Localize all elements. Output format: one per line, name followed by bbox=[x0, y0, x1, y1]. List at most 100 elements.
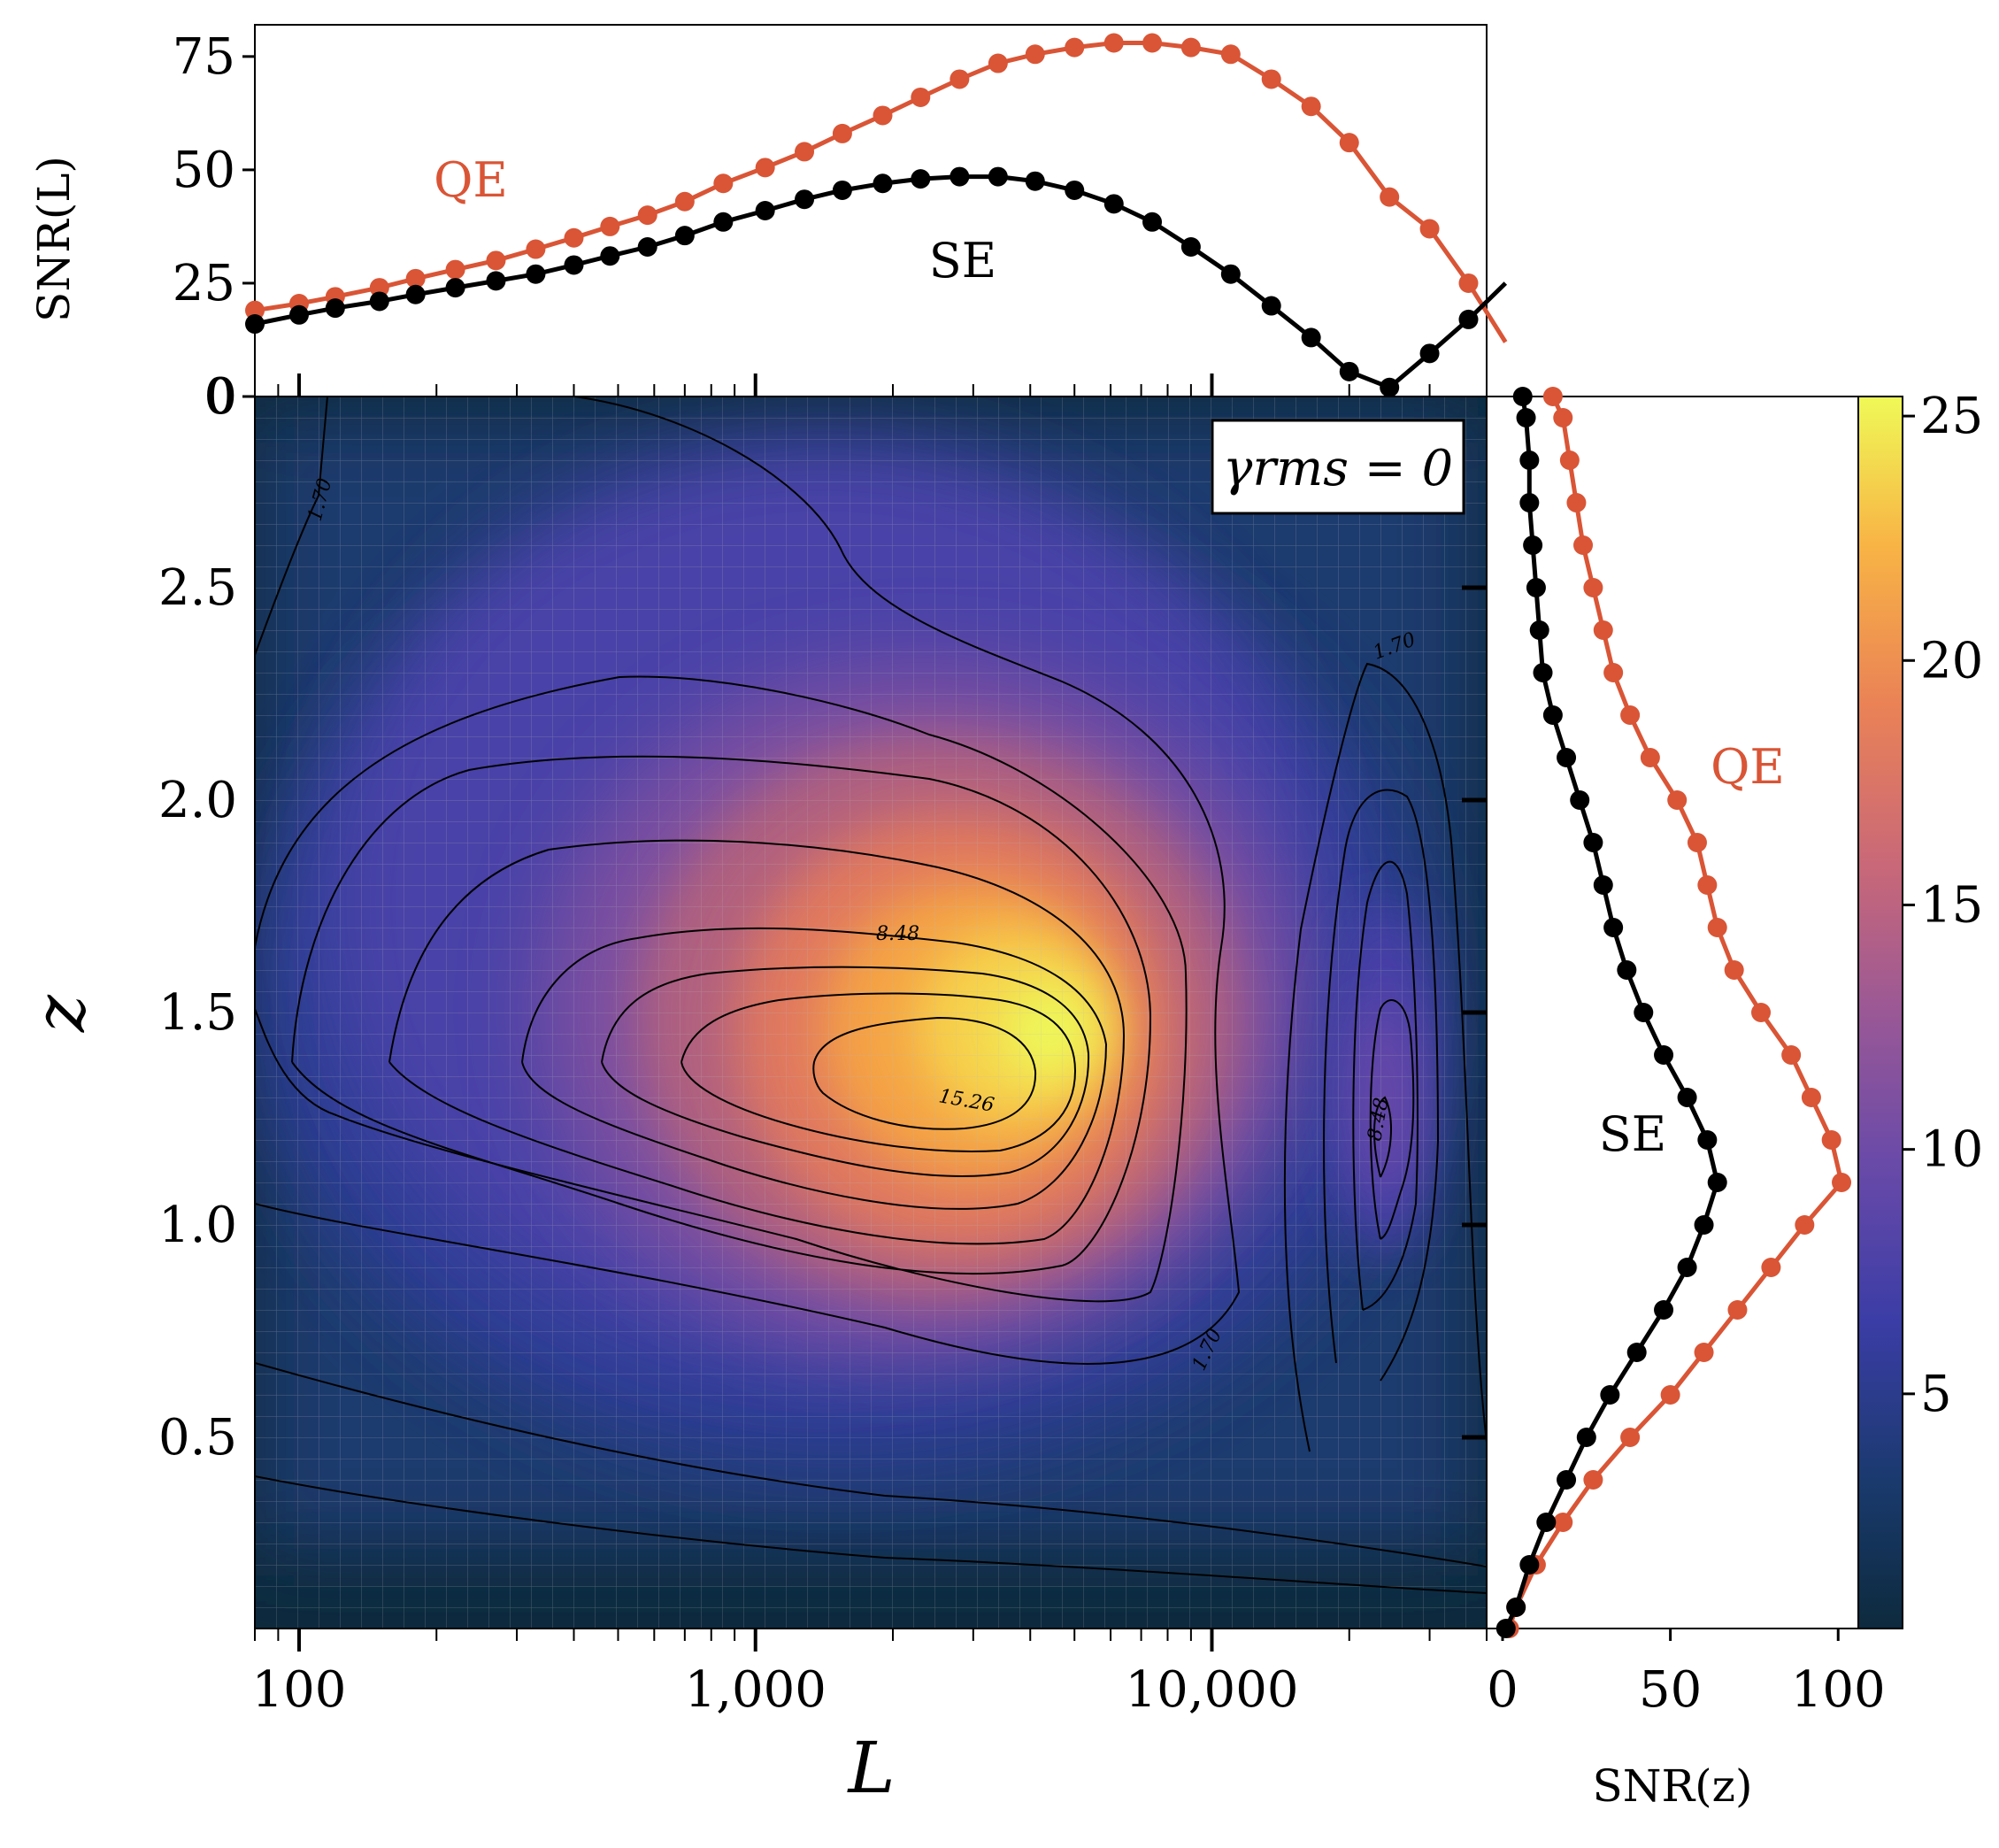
top-yticks: 0 25 50 75 bbox=[173, 28, 255, 426]
top-point-se bbox=[674, 226, 695, 246]
top-point-se bbox=[1065, 180, 1085, 200]
right-xtick-label: 0 bbox=[1487, 1661, 1518, 1719]
right-point-se bbox=[1557, 748, 1577, 767]
top-point-se bbox=[988, 166, 1008, 187]
main-ytick-label: 1.5 bbox=[158, 984, 237, 1042]
right-point-qe bbox=[1667, 790, 1688, 810]
top-point-qe bbox=[1025, 44, 1045, 65]
contour-line bbox=[255, 1362, 1487, 1567]
contour-labels: 1.70 1.70 1.70 8.48 8.48 15.26 bbox=[304, 476, 1419, 1374]
right-point-qe bbox=[1583, 1470, 1603, 1490]
right-series bbox=[1495, 387, 1852, 1638]
right-xtick-label: 50 bbox=[1639, 1661, 1702, 1719]
right-point-qe bbox=[1781, 1045, 1802, 1065]
right-point-se bbox=[1677, 1088, 1697, 1107]
top-point-qe bbox=[988, 53, 1008, 73]
contour-line bbox=[255, 1475, 1487, 1594]
right-point-qe bbox=[1542, 387, 1563, 406]
main-xlabel: L bbox=[846, 1727, 895, 1809]
top-point-se bbox=[245, 314, 265, 335]
top-point-qe bbox=[795, 142, 815, 162]
colorbar-tick-label: 10 bbox=[1920, 1121, 1983, 1179]
right-point-se bbox=[1626, 1343, 1647, 1362]
right-point-qe bbox=[1620, 705, 1641, 725]
top-point-qe bbox=[1339, 133, 1359, 153]
right-point-se bbox=[1519, 493, 1540, 512]
top-point-se bbox=[755, 201, 775, 220]
contour-line bbox=[255, 397, 1241, 1365]
top-point-qe bbox=[1220, 44, 1241, 65]
legend-label: γrms = 0 bbox=[1223, 440, 1453, 497]
right-point-qe bbox=[1707, 918, 1727, 937]
right-point-qe bbox=[1553, 408, 1573, 427]
contour-line bbox=[812, 1016, 1037, 1130]
top-point-qe bbox=[713, 173, 734, 194]
right-point-qe bbox=[1801, 1088, 1821, 1107]
top-point-qe bbox=[832, 123, 852, 143]
right-point-qe bbox=[1620, 1428, 1641, 1447]
right-point-se bbox=[1536, 1513, 1557, 1532]
contour-line bbox=[1323, 789, 1440, 1382]
right-point-qe bbox=[1660, 1385, 1680, 1405]
contour-line bbox=[1283, 662, 1487, 1452]
top-point-qe bbox=[1103, 33, 1124, 53]
right-panel: 0 50 100 QE SE SNR(z) bbox=[1486, 387, 1886, 1812]
right-point-se bbox=[1529, 620, 1549, 640]
colorbar-tick-label: 15 bbox=[1920, 876, 1983, 934]
top-qe-label: QE bbox=[434, 152, 508, 208]
top-point-se bbox=[832, 180, 852, 200]
contour-line bbox=[680, 992, 1077, 1152]
right-point-se bbox=[1495, 1619, 1516, 1638]
top-point-qe bbox=[1380, 187, 1400, 207]
top-point-se bbox=[600, 246, 620, 266]
right-point-qe bbox=[1751, 1003, 1772, 1022]
contour-label: 8.48 bbox=[876, 923, 919, 945]
colorbar-tick-label: 20 bbox=[1920, 632, 1983, 689]
right-point-se bbox=[1593, 875, 1613, 895]
right-point-qe bbox=[1697, 875, 1718, 895]
top-point-se bbox=[1301, 327, 1321, 348]
right-point-qe bbox=[1821, 1130, 1841, 1150]
top-point-se bbox=[486, 271, 506, 291]
right-point-qe bbox=[1566, 493, 1587, 512]
legend-box: γrms = 0 bbox=[1211, 419, 1465, 515]
top-point-se bbox=[795, 189, 815, 210]
contour-line bbox=[388, 839, 1126, 1245]
right-point-se bbox=[1654, 1300, 1674, 1320]
right-point-qe bbox=[1593, 620, 1613, 640]
right-qe-label: QE bbox=[1711, 739, 1785, 795]
right-point-se bbox=[1519, 450, 1540, 470]
main-xticks: 100 1,000 10,000 bbox=[252, 1629, 1488, 1719]
top-point-se bbox=[950, 166, 970, 187]
top-point-se bbox=[564, 255, 584, 275]
top-point-se bbox=[325, 298, 345, 319]
right-point-se bbox=[1677, 1258, 1697, 1277]
top-xticks bbox=[254, 373, 1488, 397]
right-point-qe bbox=[1724, 960, 1744, 980]
right-point-qe bbox=[1694, 1343, 1714, 1362]
top-point-qe bbox=[369, 278, 389, 298]
right-plot-frame bbox=[1486, 396, 1859, 1629]
top-point-qe bbox=[911, 87, 931, 107]
contour-line bbox=[1352, 860, 1419, 1311]
top-point-se bbox=[1180, 236, 1201, 257]
right-point-se bbox=[1694, 1215, 1714, 1235]
right-point-se bbox=[1603, 918, 1624, 937]
top-ylabel: SNR(L) bbox=[28, 156, 80, 322]
main-ytick-label: 0 bbox=[205, 368, 237, 426]
right-point-se bbox=[1512, 387, 1533, 406]
right-point-se bbox=[1557, 1470, 1577, 1490]
top-point-qe bbox=[1301, 96, 1321, 117]
right-point-se bbox=[1583, 833, 1603, 852]
top-point-qe bbox=[245, 300, 265, 320]
top-point-qe bbox=[1180, 37, 1201, 58]
contour-line bbox=[601, 966, 1090, 1177]
main-ytick-label: 1.0 bbox=[158, 1197, 237, 1254]
right-point-se bbox=[1654, 1045, 1674, 1065]
top-point-qe bbox=[405, 268, 426, 289]
right-point-se bbox=[1570, 790, 1590, 810]
top-point-qe bbox=[564, 227, 584, 248]
top-ytick-label: 25 bbox=[173, 255, 235, 312]
top-point-se bbox=[288, 304, 309, 325]
